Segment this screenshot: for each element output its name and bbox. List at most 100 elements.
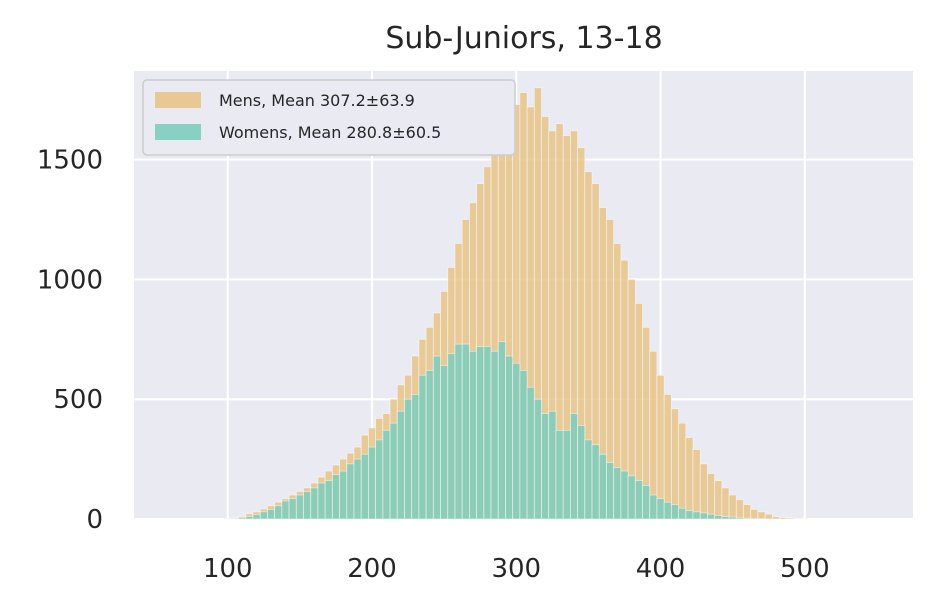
bar: [728, 516, 737, 520]
bar: [541, 413, 550, 520]
bar: [721, 516, 730, 520]
bar: [707, 473, 716, 520]
bar: [764, 513, 773, 520]
bar: [735, 517, 744, 520]
bar: [252, 514, 261, 520]
bar: [714, 480, 723, 520]
bar: [360, 453, 369, 520]
bar: [692, 449, 701, 520]
legend-swatch-mens: [155, 92, 201, 108]
bar: [245, 516, 254, 520]
bar: [505, 355, 514, 520]
bar: [418, 374, 427, 520]
y-tick-label: 1000: [37, 265, 103, 295]
bar: [584, 439, 593, 520]
bar: [469, 350, 478, 520]
bar: [476, 346, 485, 520]
y-axis-tick-labels: 0 500 1000 1500: [37, 146, 103, 535]
bar: [404, 398, 413, 520]
bar: [267, 509, 276, 520]
bar: [483, 346, 492, 520]
x-tick-label: 400: [636, 554, 686, 584]
legend-label-mens: Mens, Mean 307.2±63.9: [219, 91, 415, 110]
bar: [461, 343, 470, 520]
legend: Mens, Mean 307.2±63.9 Womens, Mean 280.8…: [142, 79, 516, 156]
bar: [555, 429, 564, 520]
bar: [649, 350, 658, 520]
bar: [634, 480, 643, 520]
bar: [548, 410, 557, 520]
legend-box: [142, 79, 516, 156]
bar: [303, 491, 312, 520]
y-tick-label: 1500: [37, 146, 103, 176]
bar: [685, 437, 694, 520]
bar: [274, 505, 283, 520]
bar: [339, 470, 348, 520]
bar: [331, 474, 340, 520]
bar: [786, 517, 795, 520]
bar: [533, 398, 542, 520]
x-tick-label: 300: [491, 554, 541, 584]
bar: [346, 463, 355, 520]
x-tick-label: 100: [203, 554, 253, 584]
bar: [396, 410, 405, 520]
bar: [512, 362, 521, 520]
bar: [728, 494, 737, 520]
bar: [324, 480, 333, 520]
bar: [375, 439, 384, 520]
bar: [721, 487, 730, 520]
legend-swatch-womens: [155, 124, 201, 140]
bar: [490, 350, 499, 520]
bar: [692, 511, 701, 520]
x-tick-label: 500: [780, 554, 830, 584]
bar: [411, 394, 420, 520]
bar: [627, 475, 636, 520]
bar: [670, 408, 679, 520]
bar: [259, 511, 268, 520]
bar: [606, 462, 615, 520]
bar: [699, 463, 708, 520]
bar: [295, 494, 304, 520]
bar: [656, 498, 665, 520]
bar: [649, 494, 658, 520]
bar: [779, 517, 788, 520]
bar: [288, 498, 297, 520]
bar: [389, 422, 398, 520]
bar: [656, 374, 665, 520]
bar: [678, 507, 687, 520]
legend-label-womens: Womens, Mean 280.8±60.5: [219, 123, 441, 142]
bar: [757, 511, 766, 520]
bar: [310, 487, 319, 520]
chart-title: Sub-Juniors, 13-18: [385, 21, 662, 56]
bar: [771, 516, 780, 520]
x-tick-label: 200: [347, 554, 397, 584]
y-tick-label: 500: [53, 385, 103, 415]
bar: [735, 499, 744, 520]
bar: [743, 504, 752, 520]
bar: [569, 413, 578, 520]
bar: [317, 482, 326, 520]
bar: [519, 370, 528, 520]
bar: [685, 510, 694, 520]
bar: [447, 353, 456, 520]
bar: [497, 341, 506, 520]
bar: [577, 425, 586, 520]
bar: [663, 394, 672, 520]
bar: [591, 444, 600, 520]
series-womens: [223, 341, 766, 520]
bar: [750, 509, 759, 520]
bar: [368, 446, 377, 520]
bar: [562, 429, 571, 520]
bar: [670, 504, 679, 520]
bar: [440, 365, 449, 520]
histogram-bars: [223, 87, 809, 520]
bar: [425, 370, 434, 520]
bar: [743, 517, 752, 520]
bar: [642, 485, 651, 520]
bar: [707, 513, 716, 520]
bar: [613, 467, 622, 520]
bar: [281, 500, 290, 520]
bar: [678, 422, 687, 520]
y-tick-label: 0: [86, 505, 103, 535]
